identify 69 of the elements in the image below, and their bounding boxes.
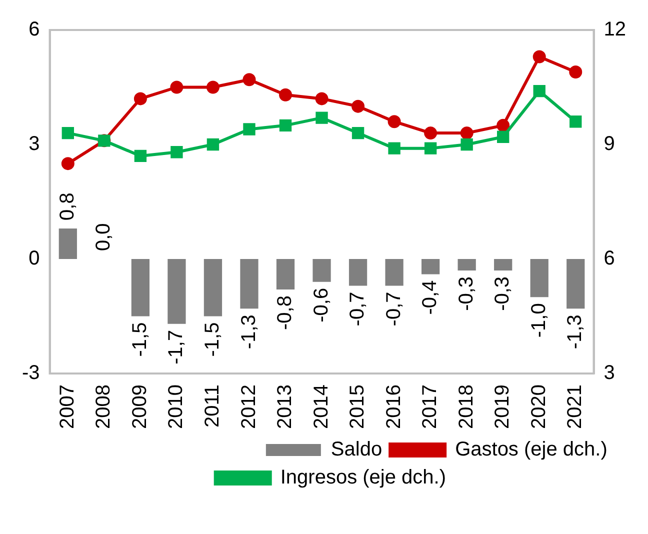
data-label: 0,8 <box>56 192 78 220</box>
x-tick-label: 2021 <box>564 384 586 430</box>
data-label: -0,3 <box>455 276 478 311</box>
point <box>424 126 438 140</box>
point <box>279 119 292 132</box>
x-tick-label: 2016 <box>382 384 405 430</box>
x-tick-label: 2015 <box>346 384 369 430</box>
data-label: -1,7 <box>165 330 188 364</box>
point <box>388 115 401 128</box>
x-tick-label: 2008 <box>92 384 115 430</box>
point <box>62 126 74 140</box>
point <box>570 116 582 128</box>
data-label: -1,0 <box>528 303 550 338</box>
point <box>352 100 365 113</box>
point <box>242 73 256 86</box>
y-tick-label: 3 <box>28 133 40 156</box>
y-tick-label: 0 <box>28 248 40 270</box>
y-tick-label: 6 <box>28 18 40 41</box>
x-tick-label: 2020 <box>528 384 550 430</box>
point <box>352 126 364 140</box>
data-label: -0,6 <box>310 288 332 322</box>
x-tick-label: 2007 <box>56 384 78 430</box>
point <box>170 80 184 94</box>
point <box>315 92 328 106</box>
point <box>460 126 474 140</box>
x-tick-label: 2019 <box>492 384 514 430</box>
data-label: -1,5 <box>128 322 151 357</box>
point <box>134 150 147 162</box>
point <box>206 80 220 94</box>
y2-tick-label: 9 <box>604 133 615 156</box>
y-tick-label: -3 <box>22 362 40 384</box>
data-label: -1,5 <box>201 322 224 357</box>
data-label: -0,7 <box>346 292 369 326</box>
data-label: 0,0 <box>92 223 115 252</box>
legend-label: Saldo <box>330 438 382 461</box>
point <box>206 138 220 151</box>
point <box>533 84 546 98</box>
data-label: -0,4 <box>419 280 442 315</box>
point <box>460 138 473 151</box>
y2-tick-label: 3 <box>604 362 615 384</box>
x-tick-label: 2010 <box>165 384 188 430</box>
point <box>61 157 74 170</box>
x-tick-label: 2012 <box>238 384 260 430</box>
y2-tick-label: 12 <box>604 18 626 41</box>
legend-label: Ingresos (eje dch.) <box>280 466 446 489</box>
data-label: -0,8 <box>274 296 296 330</box>
data-label: -0,3 <box>492 276 514 311</box>
data-label: -1,3 <box>238 314 260 350</box>
x-tick-label: 2018 <box>455 384 478 430</box>
point <box>532 50 546 64</box>
x-tick-label: 2014 <box>310 384 332 430</box>
point <box>496 118 510 132</box>
x-tick-label: 2017 <box>419 384 442 430</box>
data-label: -0,7 <box>382 292 405 326</box>
y2-tick-label: 6 <box>604 248 615 270</box>
legend-label: Gastos (eje dch.) <box>455 438 608 461</box>
data-label: -1,3 <box>564 314 586 350</box>
x-tick-label: 2013 <box>274 384 296 430</box>
point <box>316 112 328 124</box>
x-tick-label: 2009 <box>128 384 151 430</box>
x-tick-label: 2011 <box>201 384 224 428</box>
point <box>496 130 510 143</box>
point <box>569 65 582 78</box>
point <box>388 142 400 154</box>
point <box>170 146 183 158</box>
point <box>134 92 147 106</box>
point <box>279 88 292 102</box>
point <box>243 123 256 136</box>
point <box>424 142 437 154</box>
